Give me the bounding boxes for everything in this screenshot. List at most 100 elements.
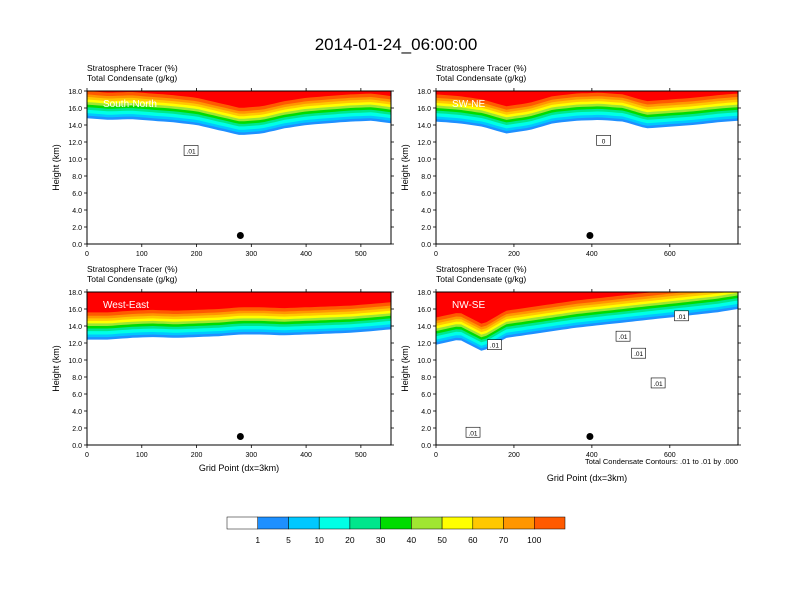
y-tick-label: 18.0 — [68, 89, 82, 96]
y-tick-label: 4.0 — [421, 409, 431, 416]
colorbar: 1 5 10 20 30 40 50 60 70 100 — [226, 516, 566, 545]
x-tick-label: 200 — [191, 251, 203, 258]
y-axis-label: Height (km) — [400, 144, 410, 191]
x-tick-label: 600 — [664, 452, 676, 459]
y-axis-label: Height (km) — [51, 345, 61, 392]
x-tick-label: 500 — [355, 452, 367, 459]
panel-sw-ne: 0 SW-NE Stratosphere Tracer (%)Total Conde… — [400, 63, 741, 258]
contour-label: .01 — [187, 149, 196, 156]
y-tick-label: 8.0 — [72, 174, 82, 181]
y-tick-label: 18.0 — [417, 89, 431, 96]
field-label: Total Condensate (g/kg) — [87, 274, 177, 284]
contour-label-box — [465, 426, 481, 438]
x-tick-label: 0 — [434, 251, 438, 258]
contour-label-box — [615, 330, 631, 342]
colorbar-swatch — [472, 516, 504, 530]
plot-area: .01 — [87, 91, 391, 244]
y-tick-label: 6.0 — [421, 392, 431, 399]
plot-area — [87, 292, 391, 445]
y-tick-label: 2.0 — [72, 426, 82, 433]
y-tick-label: 12.0 — [68, 140, 82, 147]
x-tick-label: 0 — [85, 452, 89, 459]
x-tick-label: 200 — [191, 452, 203, 459]
y-tick-label: 14.0 — [417, 123, 431, 130]
marker-dot — [236, 232, 244, 239]
field-label: Total Condensate (g/kg) — [436, 73, 526, 83]
contour-label-box — [596, 135, 611, 146]
contour-label: .01 — [677, 314, 686, 321]
field-label: Stratosphere Tracer (%) — [436, 264, 527, 274]
x-tick-label: 0 — [85, 251, 89, 258]
x-axis-label: Grid Point (dx=3km) — [199, 463, 279, 473]
y-tick-label: 8.0 — [421, 375, 431, 382]
y-tick-label: 0.0 — [72, 242, 82, 249]
x-tick-label: 0 — [434, 452, 438, 459]
y-axis-label: Height (km) — [400, 345, 410, 392]
y-tick-label: 0.0 — [421, 443, 431, 450]
x-tick-label: 400 — [586, 452, 598, 459]
x-tick-label: 500 — [355, 251, 367, 258]
contour-note: Total Condensate Contours: .01 to .01 by… — [585, 457, 738, 466]
contour-label-box — [650, 377, 666, 389]
colorbar-swatch — [380, 516, 412, 530]
contour-label-box — [183, 145, 199, 156]
y-tick-label: 16.0 — [417, 106, 431, 113]
colorbar-label: 30 — [376, 535, 386, 545]
contour-label: 0 — [602, 138, 606, 145]
y-tick-label: 2.0 — [421, 225, 431, 232]
colorbar-swatch — [441, 516, 474, 530]
y-tick-label: 4.0 — [72, 208, 82, 215]
y-tick-label: 12.0 — [417, 341, 431, 348]
y-tick-label: 18.0 — [68, 290, 82, 297]
y-tick-label: 10.0 — [68, 157, 82, 164]
contour-label: .01 — [654, 381, 663, 388]
y-tick-label: 6.0 — [72, 191, 82, 198]
y-tick-label: 2.0 — [72, 225, 82, 232]
tracer-band-11 — [436, 292, 738, 324]
y-tick-label: 4.0 — [72, 409, 82, 416]
panel-nw-se: .01 .01 .01 .01 .01 .01 NW-SE Stratosphere Trac… — [400, 264, 741, 483]
panel-south-north: .01 South-North Stratosphere Tracer (%)Tot… — [51, 63, 394, 258]
colorbar-label: 40 — [407, 535, 417, 545]
colorbar-label: 1 — [255, 535, 260, 545]
contour-label-box — [487, 339, 502, 351]
colorbar-swatch — [318, 516, 351, 530]
x-tick-label: 300 — [245, 251, 257, 258]
panel-label: South-North — [103, 99, 157, 110]
colorbar-label: 70 — [499, 535, 509, 545]
colorbar-label: 5 — [286, 535, 291, 545]
colorbar-label: 50 — [437, 535, 447, 545]
figure-title: 2014-01-24_06:00:00 — [315, 35, 478, 54]
contour-label-box — [631, 347, 646, 359]
y-tick-label: 0.0 — [421, 242, 431, 249]
field-label: Stratosphere Tracer (%) — [87, 63, 178, 73]
colorbar-swatch — [534, 516, 566, 530]
y-tick-label: 10.0 — [68, 358, 82, 365]
colorbar-swatch — [503, 516, 535, 530]
y-tick-label: 6.0 — [72, 392, 82, 399]
y-tick-label: 4.0 — [421, 208, 431, 215]
field-label: Stratosphere Tracer (%) — [87, 264, 178, 274]
x-axis-label: Grid Point (dx=3km) — [547, 473, 627, 483]
y-tick-label: 14.0 — [68, 123, 82, 130]
colorbar-label: 60 — [468, 535, 478, 545]
y-tick-label: 16.0 — [68, 106, 82, 113]
colorbar-swatch — [257, 516, 289, 530]
plot-frame — [435, 90, 739, 245]
y-tick-label: 14.0 — [417, 324, 431, 331]
marker-dot — [586, 433, 594, 440]
y-tick-label: 18.0 — [417, 290, 431, 297]
field-label: Stratosphere Tracer (%) — [436, 63, 527, 73]
plot-frame — [86, 90, 392, 245]
tracer-band-11 — [87, 91, 391, 108]
x-tick-label: 600 — [664, 251, 676, 258]
marker-dot — [236, 433, 244, 440]
field-label: Total Condensate (g/kg) — [87, 73, 177, 83]
colorbar-swatch — [411, 516, 443, 530]
x-tick-label: 100 — [136, 452, 148, 459]
colorbar-label: 20 — [345, 535, 355, 545]
y-tick-label: 12.0 — [417, 140, 431, 147]
colorbar-swatch — [226, 516, 258, 530]
